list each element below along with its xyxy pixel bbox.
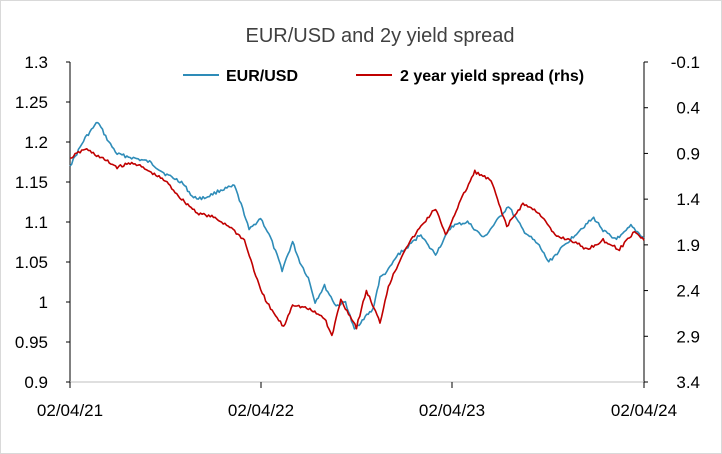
legend-label-0: EUR/USD [226,68,298,85]
right-tick-label-1: 0.4 [676,99,700,118]
right-tick-label-3: 1.4 [676,190,700,209]
left-tick-label-7: 0.95 [15,333,48,352]
x-tick-label-2: 02/04/23 [419,401,485,420]
right-tick-label-2: 0.9 [676,144,700,163]
left-tick-label-0: 1.3 [24,53,48,72]
series-line-1 [70,148,645,337]
right-tick-label-5: 2.4 [676,282,700,301]
x-tick-label-1: 02/04/22 [228,401,294,420]
left-tick-label-4: 1.1 [24,213,48,232]
chart-title: EUR/USD and 2y yield spread [245,25,514,47]
series-line-0 [69,121,645,330]
legend-label-1: 2 year yield spread (rhs) [400,68,584,85]
right-tick-label-0: -0.1 [671,53,700,72]
left-tick-label-5: 1.05 [15,253,48,272]
x-tick-label-3: 02/04/24 [611,401,677,420]
x-tick-label-0: 02/04/21 [37,401,103,420]
right-tick-label-6: 2.9 [676,327,700,346]
x-axis-ticks: 02/04/21 02/04/22 02/04/23 02/04/24 [37,382,677,420]
right-axis-ticks: -0.1 0.4 0.9 1.4 1.9 2.4 2.9 3.4 [644,53,700,392]
left-axis-ticks: 1.3 1.25 1.2 1.15 1.1 1.05 1 0.95 0.9 [15,53,70,392]
left-tick-label-6: 1 [39,293,48,312]
series-layer [69,121,645,337]
left-tick-label-3: 1.15 [15,173,48,192]
legend: EUR/USD 2 year yield spread (rhs) [183,68,584,85]
left-tick-label-8: 0.9 [24,373,48,392]
left-tick-label-1: 1.25 [15,93,48,112]
right-tick-label-7: 3.4 [676,373,700,392]
left-tick-label-2: 1.2 [24,133,48,152]
right-tick-label-4: 1.9 [676,236,700,255]
